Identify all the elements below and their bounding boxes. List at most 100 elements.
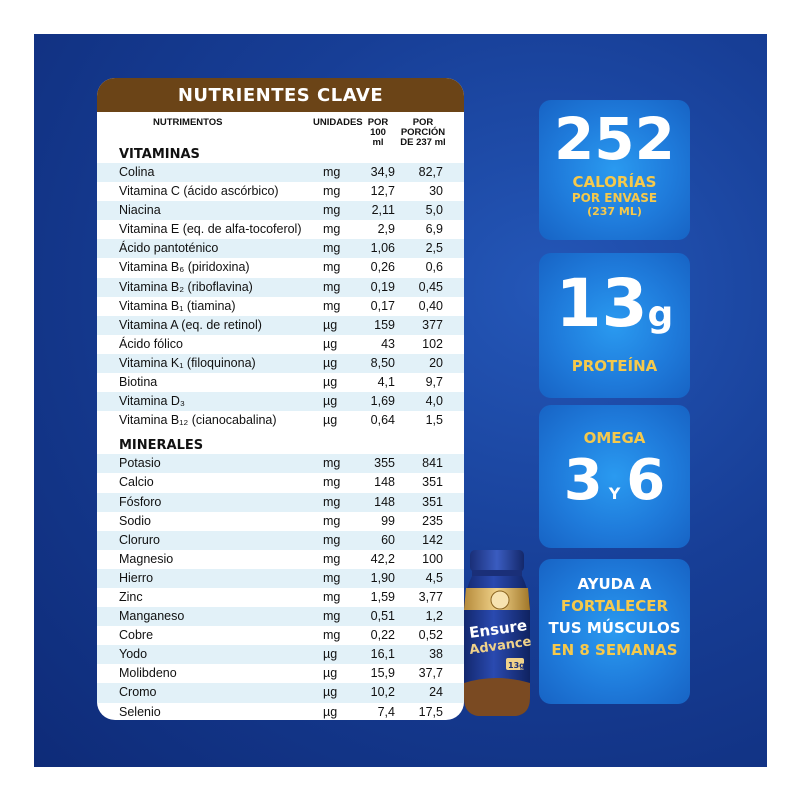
- nutrient-unit: µg: [323, 375, 338, 390]
- value-per-portion: 235: [422, 513, 443, 528]
- nutrient-name: Hierro: [119, 570, 154, 585]
- value-per-100ml: 0,17: [370, 298, 395, 313]
- nutrient-name: Colina: [119, 165, 155, 179]
- protein-label: PROTEÍNA: [571, 357, 658, 375]
- table-row: Vitamina B₁ (tiamina) mg 0,17 0,40: [97, 297, 464, 316]
- value-per-portion: 102: [422, 336, 443, 351]
- nutrition-table: NUTRIENTES CLAVE NUTRIMENTOS UNIDADES PO…: [97, 78, 464, 720]
- nutrient-unit: mg: [323, 241, 341, 256]
- value-per-portion: 37,7: [418, 666, 443, 681]
- nutrient-unit: µg: [323, 704, 338, 719]
- table-row: Vitamina B₆ (piridoxina) mg 0,26 0,6: [97, 258, 464, 277]
- table-row: Manganeso mg 0,51 1,2: [97, 607, 464, 627]
- nutrient-name: Potasio: [119, 456, 161, 471]
- nutrient-unit: mg: [323, 279, 341, 294]
- value-per-100ml: 8,50: [370, 355, 395, 370]
- value-per-portion: 30: [429, 184, 443, 199]
- header-por100-l1: POR: [367, 117, 389, 128]
- value-per-100ml: 10,2: [370, 685, 395, 700]
- omega-conj: Y: [608, 484, 621, 503]
- value-per-portion: 351: [422, 475, 443, 490]
- value-per-portion: 6,9: [425, 222, 443, 237]
- table-row: Vitamina K₁ (filoquinona) µg 8,50 20: [97, 353, 464, 374]
- nutrient-unit: mg: [323, 165, 341, 179]
- value-per-100ml: 4,1: [377, 375, 395, 390]
- table-row: Fósforo mg 148 351: [97, 492, 464, 512]
- value-per-portion: 377: [422, 317, 443, 332]
- value-per-portion: 1,2: [425, 609, 443, 624]
- nutrient-name: Vitamina E (eq. de alfa-tocoferol): [119, 222, 302, 237]
- nutrient-name: Molibdeno: [119, 666, 177, 681]
- nutrient-unit: mg: [323, 589, 341, 604]
- nutrient-name: Vitamina A (eq. de retinol): [119, 317, 262, 332]
- header-nutrientes: NUTRIMENTOS: [153, 117, 223, 128]
- header-porcion: POR PORCIÓN DE 237 ml: [394, 118, 452, 148]
- minerales-rows: Potasio mg 355 841 Calcio mg 148 351 Fósforo mg 14…: [97, 454, 464, 720]
- nutrient-name: Ácido fólico: [119, 336, 183, 351]
- nutrient-unit: µg: [323, 355, 338, 370]
- value-per-100ml: 1,59: [370, 589, 395, 604]
- nutrient-name: Vitamina B₁ (tiamina): [119, 298, 236, 313]
- table-row: Cloruro mg 60 142: [97, 530, 464, 550]
- nutrient-name: Niacina: [119, 203, 161, 218]
- value-per-portion: 82,7: [418, 165, 443, 179]
- omega-three: 3: [563, 448, 603, 513]
- value-per-100ml: 0,64: [370, 413, 395, 428]
- table-row: Niacina mg 2,11 5,0: [97, 201, 464, 221]
- nutrient-name: Magnesio: [119, 551, 174, 566]
- header-porcion-l2: DE 237 ml: [400, 137, 446, 148]
- nutrient-unit: mg: [323, 298, 341, 313]
- value-per-100ml: 2,9: [377, 222, 395, 237]
- nutrient-unit: mg: [323, 222, 341, 237]
- value-per-100ml: 148: [374, 494, 395, 509]
- column-headers: NUTRIMENTOS UNIDADES POR 100 ml POR PORCI…: [97, 112, 464, 148]
- value-per-portion: 351: [422, 494, 443, 509]
- nutrient-unit: µg: [323, 317, 338, 332]
- table-row: Vitamina A (eq. de retinol) µg 159 377: [97, 315, 464, 335]
- nutrient-name: Ácido pantoténico: [119, 241, 219, 256]
- nutrient-name: Sodio: [119, 513, 151, 528]
- table-row: Yodo µg 16,1 38: [97, 645, 464, 665]
- nutrient-unit: µg: [323, 413, 338, 428]
- value-per-portion: 0,6: [425, 260, 443, 275]
- muscle-line4: EN 8 SEMANAS: [551, 641, 678, 659]
- value-per-portion: 5,0: [425, 203, 443, 218]
- value-per-100ml: 0,19: [370, 279, 395, 294]
- nutrient-unit: µg: [323, 647, 338, 662]
- nutrient-unit: µg: [323, 666, 338, 681]
- table-row: Vitamina D₃ µg 1,69 4,0: [97, 392, 464, 412]
- section-vitaminas: VITAMINAS: [119, 147, 200, 162]
- value-per-100ml: 2,11: [371, 203, 395, 218]
- nutrient-name: Vitamina C (ácido ascórbico): [119, 184, 279, 199]
- value-per-100ml: 42,2: [370, 551, 395, 566]
- value-per-portion: 1,5: [425, 413, 443, 428]
- nutrient-unit: µg: [323, 394, 338, 409]
- nutrient-name: Vitamina B₆ (piridoxina): [119, 260, 250, 275]
- nutrient-name: Zinc: [119, 589, 143, 604]
- nutrient-unit: mg: [323, 203, 341, 218]
- value-per-100ml: 16,1: [370, 647, 395, 662]
- value-per-portion: 4,5: [425, 570, 443, 585]
- nutrient-unit: µg: [323, 685, 338, 700]
- nutrient-name: Selenio: [119, 704, 161, 719]
- value-per-100ml: 1,06: [370, 241, 395, 256]
- calories-badge: 252 CALORÍAS POR ENVASE (237 ML): [539, 100, 690, 240]
- value-per-portion: 0,40: [418, 298, 443, 313]
- nutrient-name: Vitamina D₃: [119, 394, 185, 409]
- muscle-line3: TUS MÚSCULOS: [548, 619, 681, 637]
- header-por100-l2: 100 ml: [370, 127, 386, 148]
- bottle-protein-badge: 13g: [508, 661, 525, 670]
- table-row: Magnesio mg 42,2 100: [97, 550, 464, 569]
- value-per-100ml: 1,69: [370, 394, 395, 409]
- nutrient-unit: mg: [323, 609, 341, 624]
- value-per-100ml: 1,90: [370, 570, 395, 585]
- muscle-line1: AYUDA A: [577, 575, 652, 593]
- value-per-portion: 20: [429, 355, 443, 370]
- nutrient-unit: mg: [323, 513, 341, 528]
- nutrient-unit: mg: [323, 628, 341, 643]
- table-row: Vitamina B₁₂ (cianocabalina) µg 0,64 1,5: [97, 411, 464, 430]
- nutrient-unit: mg: [323, 570, 341, 585]
- table-row: Ácido fólico µg 43 102: [97, 335, 464, 354]
- nutrient-name: Manganeso: [119, 609, 185, 624]
